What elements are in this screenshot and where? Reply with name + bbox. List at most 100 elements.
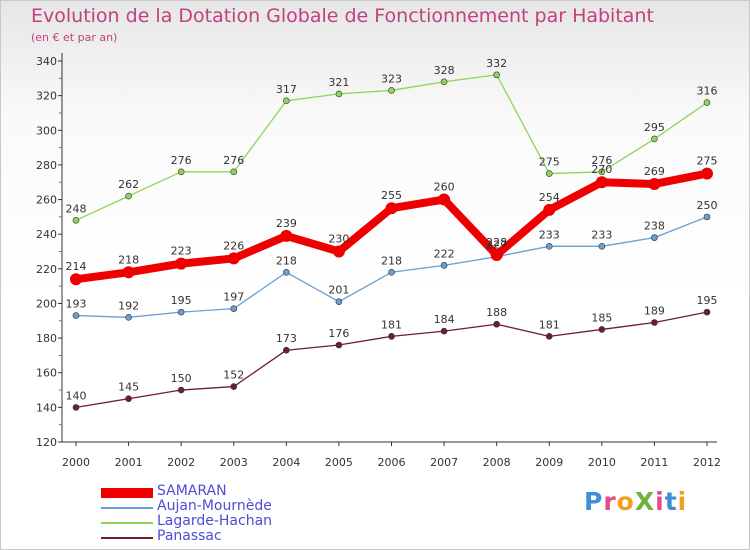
data-point-0 (490, 248, 503, 261)
data-point-2 (703, 99, 711, 106)
data-point-1 (230, 305, 238, 312)
data-point-0 (227, 252, 240, 265)
x-tick-label: 2007 (430, 456, 458, 469)
data-label-0: 228 (486, 236, 507, 249)
data-point-1 (125, 314, 132, 321)
data-label-3: 185 (591, 311, 612, 324)
data-label-1: 192 (118, 299, 139, 312)
data-point-3 (545, 333, 553, 340)
data-point-2 (651, 135, 658, 143)
data-point-0 (175, 257, 188, 270)
data-label-3: 188 (486, 306, 507, 319)
logo-letter: o (616, 487, 635, 516)
data-point-3 (230, 383, 238, 390)
data-label-0: 230 (328, 233, 349, 246)
data-point-3 (388, 333, 395, 340)
data-point-1 (545, 243, 553, 250)
y-tick-label: 200 (36, 297, 57, 310)
data-label-2: 275 (539, 156, 560, 169)
x-tick-label: 2002 (167, 456, 195, 469)
x-tick-label: 2004 (272, 456, 300, 469)
data-label-2: 316 (697, 85, 718, 98)
data-label-1: 193 (66, 298, 87, 311)
data-label-2: 332 (486, 57, 507, 70)
x-tick-label: 2003 (220, 456, 248, 469)
data-label-2: 323 (381, 72, 402, 85)
data-point-1 (283, 268, 290, 276)
data-label-0: 255 (381, 189, 402, 202)
data-point-3 (598, 326, 606, 333)
data-label-3: 195 (697, 294, 718, 307)
data-point-0 (122, 266, 135, 279)
data-point-1 (440, 262, 448, 269)
legend-label-aujan-mournede: Aujan-Mournède (157, 498, 272, 514)
data-point-3 (651, 319, 658, 326)
data-point-2 (388, 87, 395, 94)
data-label-1: 250 (697, 199, 718, 212)
y-tick-label: 300 (36, 124, 57, 137)
y-tick-label: 340 (36, 55, 57, 68)
logo-letter: i (677, 487, 688, 516)
data-label-1: 218 (276, 254, 297, 267)
data-label-2: 321 (328, 76, 349, 89)
data-point-2 (598, 168, 606, 176)
data-label-0: 239 (276, 217, 297, 230)
data-label-0: 275 (697, 155, 718, 168)
data-label-2: 328 (434, 64, 455, 77)
legend-swatch-samaran (101, 488, 153, 498)
x-tick-label: 2010 (588, 456, 616, 469)
y-tick-label: 180 (36, 332, 57, 345)
data-point-1 (72, 312, 80, 319)
data-point-0 (280, 229, 293, 242)
legend-label-lagarde-hachan: Lagarde-Hachan (157, 513, 273, 529)
data-label-2: 276 (591, 154, 612, 167)
data-label-1: 233 (591, 228, 612, 241)
data-point-2 (72, 217, 80, 224)
logo-letter: t (664, 487, 678, 516)
data-point-3 (72, 404, 80, 411)
data-label-2: 248 (66, 202, 87, 215)
data-label-0: 254 (539, 191, 560, 204)
data-label-3: 152 (223, 369, 244, 382)
data-point-2 (440, 78, 448, 86)
data-point-2 (230, 168, 238, 176)
y-tick-label: 260 (36, 194, 57, 207)
data-point-3 (440, 327, 448, 335)
data-point-3 (335, 341, 343, 349)
data-point-2 (335, 90, 343, 98)
data-label-3: 145 (118, 381, 139, 394)
data-point-3 (125, 395, 132, 403)
y-tick-label: 240 (36, 228, 57, 241)
y-tick-label: 280 (36, 159, 57, 172)
data-point-3 (703, 308, 711, 316)
data-label-2: 276 (223, 154, 244, 167)
legend-label-samaran: SAMARAN (157, 483, 227, 499)
data-point-2 (283, 97, 290, 105)
data-label-3: 150 (171, 372, 192, 385)
legend-swatch-lagarde-hachan (101, 522, 153, 524)
x-tick-label: 2000 (62, 456, 90, 469)
data-point-0 (385, 202, 398, 215)
data-label-0: 226 (223, 239, 244, 252)
x-tick-label: 2009 (535, 456, 563, 469)
chart-subtitle: (en € et par an) (31, 31, 118, 44)
data-point-0 (332, 245, 345, 258)
y-tick-label: 220 (36, 263, 57, 276)
y-tick-label: 320 (36, 90, 57, 103)
y-tick-label: 140 (36, 401, 57, 414)
data-label-0: 270 (591, 163, 612, 176)
data-label-3: 176 (328, 327, 349, 340)
data-point-2 (125, 192, 132, 200)
data-label-2: 317 (276, 83, 297, 96)
x-tick-label: 2001 (115, 456, 143, 469)
x-tick-label: 2011 (640, 456, 668, 469)
data-label-3: 181 (539, 318, 560, 331)
data-label-2: 262 (118, 178, 139, 191)
data-label-1: 222 (434, 247, 455, 260)
logo-letter: P (584, 487, 604, 516)
data-label-0: 269 (644, 165, 665, 178)
x-tick-label: 2006 (378, 456, 406, 469)
data-label-2: 295 (644, 121, 665, 134)
proxiti-logo: ProXiti (584, 487, 687, 516)
